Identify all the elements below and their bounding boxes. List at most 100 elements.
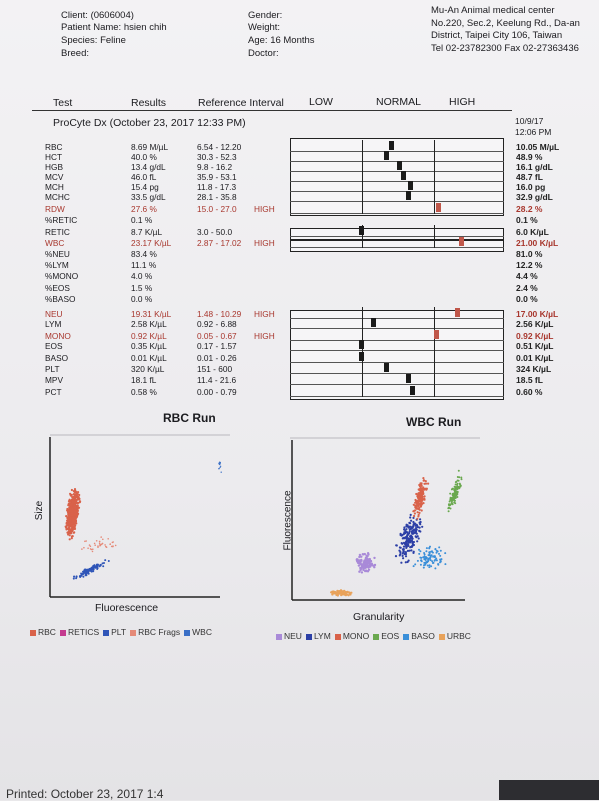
scatter-dot [72, 516, 75, 519]
scatter-dot [456, 496, 459, 498]
scatter-dot [356, 560, 359, 563]
range-divider [434, 351, 435, 363]
range-marker [358, 226, 364, 235]
scatter-dot [398, 549, 401, 552]
scatter-dot [107, 560, 110, 562]
range-marker [358, 340, 364, 349]
scatter-dot [82, 570, 84, 573]
range-row-line [290, 171, 504, 172]
scatter-dot [460, 476, 463, 479]
scatter-dot [434, 567, 437, 570]
scatter-dot [444, 552, 447, 555]
scatter-dot [103, 562, 105, 564]
scatter-dot [456, 476, 459, 478]
scatter-dot [66, 519, 70, 522]
scatter-dot [70, 524, 73, 527]
scatter-dot [422, 488, 425, 491]
result-row: LYM 2.58 K/µL 0.92 - 6.88 2.56 K/µL [0, 319, 599, 330]
wbc-y-label: Fluorescence [282, 490, 294, 551]
scatter-dot [403, 526, 406, 529]
scatter-dot [68, 498, 71, 501]
scatter-dot [360, 564, 363, 567]
scatter-dot [412, 510, 415, 513]
scatter-dot [71, 522, 74, 525]
legend-label: NEU [284, 631, 302, 641]
scatter-dot [456, 488, 459, 491]
rbc-y-label: Size [34, 500, 46, 521]
diff-range-chart [290, 310, 504, 400]
scatter-dot [92, 570, 95, 573]
patient-name-label: Patient Name: [61, 22, 122, 33]
scatter-dot [102, 538, 104, 541]
result-value: 0.0 % [131, 294, 153, 304]
scatter-dot [431, 560, 434, 563]
range-row-line [290, 350, 504, 351]
previous-value: 2.4 % [516, 283, 538, 293]
col-results: Results [131, 97, 167, 109]
range-row-line [290, 247, 504, 248]
client-line: Client: (0606004) [61, 10, 134, 22]
legend-label: RBC [38, 627, 56, 637]
legend-swatch [438, 633, 445, 640]
scatter-dot [454, 489, 457, 491]
scatter-dot [435, 549, 438, 552]
scatter-dot [373, 556, 376, 560]
range-divider [434, 339, 435, 351]
range-divider [434, 236, 435, 248]
result-row: RETIC 8.7 K/µL 3.0 - 50.0 6.0 K/µL [0, 227, 599, 238]
scatter-dot [410, 526, 413, 530]
scatter-dot [453, 490, 456, 493]
scatter-dot [340, 593, 343, 596]
scatter-dot [418, 529, 421, 532]
scatter-dot [421, 493, 424, 496]
scatter-dot [74, 506, 77, 509]
legend-label: RETICS [67, 627, 100, 637]
scatter-dot [418, 483, 421, 487]
scatter-dot [401, 554, 404, 557]
scatter-dot [408, 532, 411, 535]
scatter-dot [362, 568, 365, 572]
result-value: 33.5 g/dL [131, 192, 166, 202]
scatter-dot [398, 554, 401, 557]
scatter-dot [434, 548, 437, 551]
test-name: %NEU [45, 249, 70, 259]
scatter-dot [413, 531, 416, 534]
scatter-dot [92, 567, 95, 569]
scatter-dot [424, 487, 427, 490]
scatter-dot [105, 546, 108, 548]
col-high: HIGH [449, 96, 476, 108]
previous-value: 0.1 % [516, 215, 538, 225]
scatter-dot [71, 508, 74, 511]
scatter-dot [430, 550, 432, 553]
previous-value: 0.92 K/µL [516, 331, 554, 341]
scatter-dot [72, 518, 75, 521]
scatter-dot [454, 496, 457, 499]
scatter-dot [415, 492, 418, 496]
scatter-dot [99, 543, 101, 546]
legend-label: WBC [192, 627, 212, 637]
range-row-line [290, 362, 504, 363]
scatter-dot [77, 506, 80, 509]
range-marker [401, 171, 407, 180]
scatter-dot [419, 493, 422, 496]
result-row: MPV 18.1 fL 11.4 - 21.6 18.5 fL [0, 375, 599, 386]
scatter-dot [73, 495, 76, 498]
scatter-dot [98, 541, 101, 543]
test-name: RETIC [45, 227, 70, 237]
wbc-x-label: Granularity [353, 611, 405, 623]
reference-interval: 9.8 - 16.2 [197, 162, 233, 172]
scatter-dot [411, 532, 414, 535]
wbc-scatter-plot [290, 437, 480, 601]
scatter-dot [68, 506, 72, 510]
scatter-dot [68, 528, 71, 531]
test-name: RBC [45, 142, 63, 152]
legend-label: BASO [411, 631, 435, 641]
range-marker [407, 181, 413, 190]
scatter-dot [65, 515, 68, 518]
scatter-dot [74, 520, 78, 523]
scatter-dot [405, 531, 408, 534]
result-row: BASO 0.01 K/µL 0.01 - 0.26 0.01 K/µL [0, 353, 599, 364]
scatter-dot [373, 566, 376, 569]
clinic-block: Mu-An Animal medical center No.220, Sec.… [431, 5, 599, 55]
